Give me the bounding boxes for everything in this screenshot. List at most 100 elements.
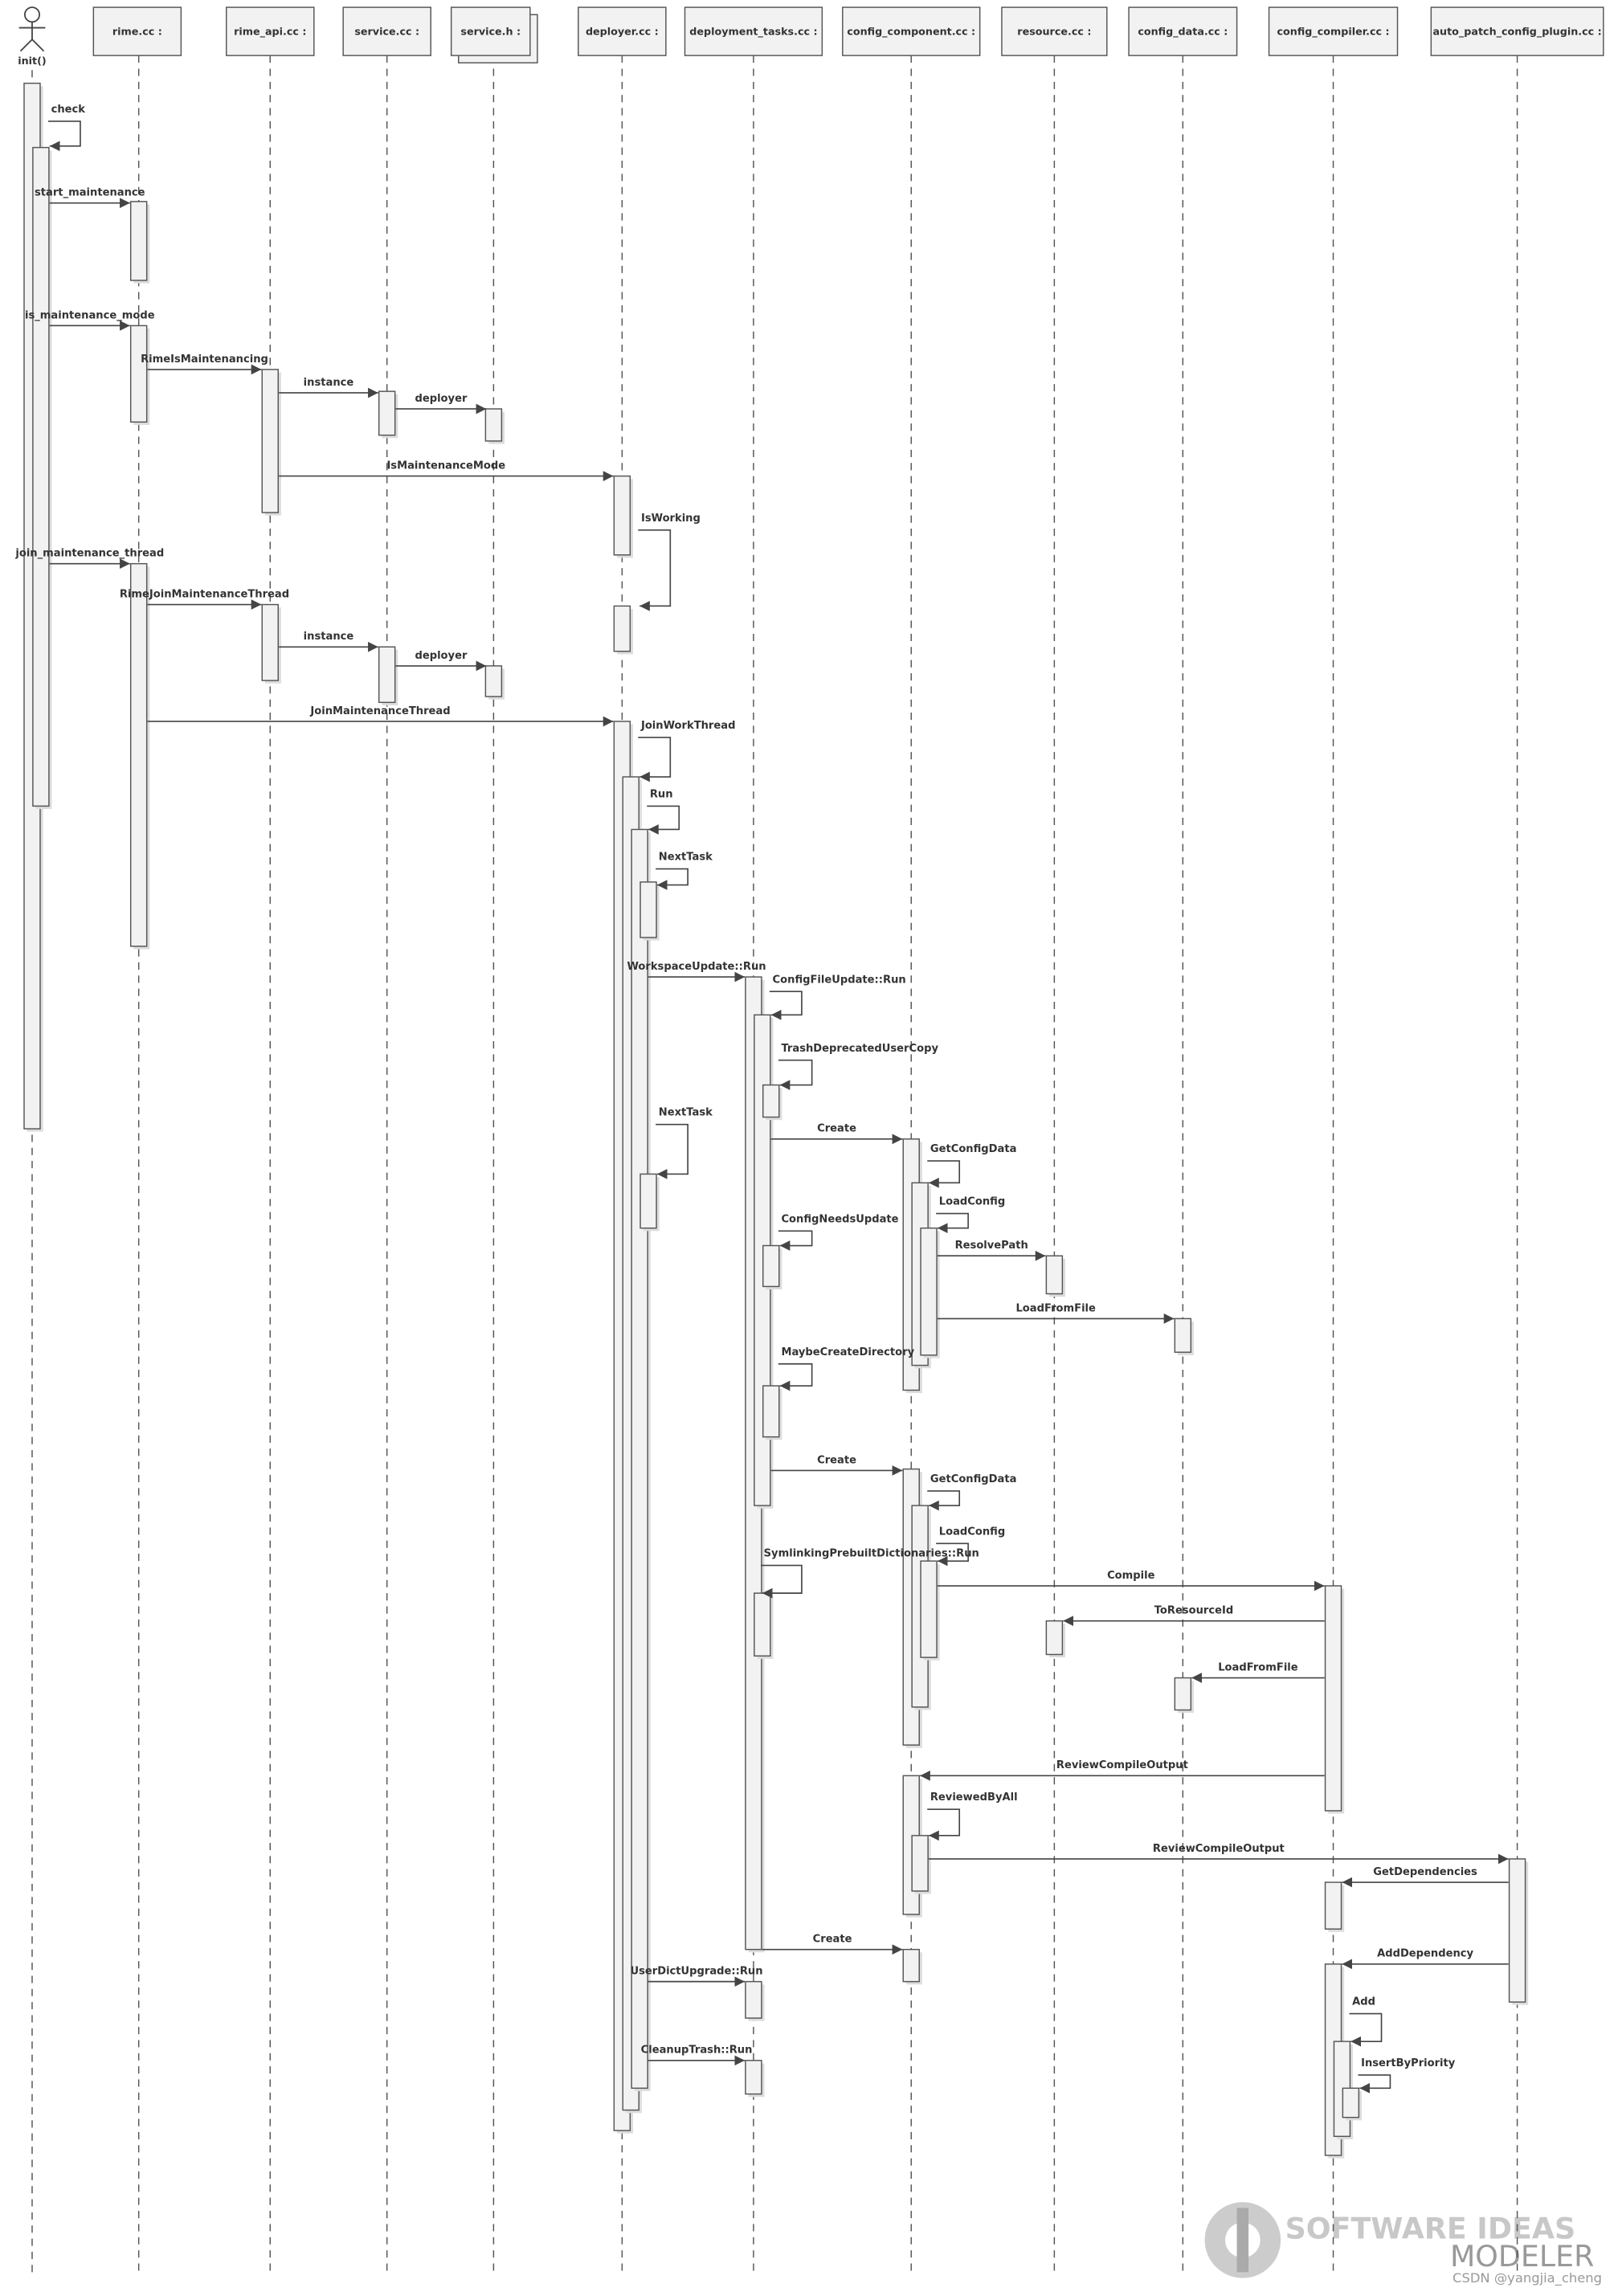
activation — [745, 1980, 762, 2019]
message-arrow — [927, 1160, 961, 1188]
message-arrow — [47, 121, 81, 152]
lifeline-label: service.cc : — [354, 26, 419, 38]
message-label: Add — [1352, 1996, 1375, 2008]
message-label: ReviewedByAll — [930, 1791, 1018, 1804]
activation — [1045, 1255, 1064, 1295]
message-arrow — [936, 1212, 969, 1234]
activation — [631, 828, 648, 2090]
lifeline-head — [342, 6, 431, 56]
message-label: JoinMaintenanceThread — [309, 705, 450, 717]
lifeline-head — [92, 6, 182, 56]
lifeline-label: resource.cc : — [1017, 26, 1091, 38]
lifeline-label: deployer.cc : — [586, 26, 659, 38]
actor-label: init() — [18, 55, 46, 67]
message-label: SymlinkingPrebuiltDictionaries::Run — [764, 1548, 979, 1560]
activation — [745, 2060, 762, 2095]
lifeline-head — [1001, 6, 1108, 56]
message-label: MaybeCreateDirectory — [781, 1346, 914, 1358]
activation — [1508, 1858, 1526, 2003]
message-label: LoadConfig — [939, 1196, 1005, 1208]
message-label: ConfigNeedsUpdate — [781, 1213, 898, 1225]
activation — [762, 1244, 780, 1288]
activation — [1324, 1881, 1342, 1930]
activation — [911, 1835, 929, 1892]
message-label: Compile — [1107, 1570, 1155, 1582]
lifeline-label: deployment_tasks.cc : — [689, 26, 817, 39]
message-label: LoadConfig — [939, 1526, 1005, 1538]
message-arrow — [1358, 2074, 1391, 2094]
message-label: RimeJoinMaintenanceThread — [120, 588, 289, 600]
message-label: start_maintenance — [35, 187, 145, 199]
lifeline-label: auto_patch_config_plugin.cc : — [1432, 26, 1601, 39]
lifeline-head — [450, 6, 531, 56]
message-label: check — [51, 104, 86, 116]
lifeline-label: service.h : — [460, 26, 521, 38]
activation — [639, 1173, 657, 1229]
lifeline-head — [684, 6, 823, 56]
message-label: AddDependency — [1377, 1948, 1473, 1960]
message-arrow — [778, 1362, 813, 1391]
message-arrow — [1349, 2012, 1383, 2047]
activation — [920, 1560, 938, 1658]
activation — [32, 146, 50, 807]
message-label: IsMaintenanceMode — [386, 460, 505, 472]
message-label: ReviewCompileOutput — [1056, 1759, 1188, 1771]
activation — [1174, 1318, 1192, 1353]
message-label: is_maintenance_mode — [25, 309, 155, 321]
message-label: deployer — [415, 393, 467, 405]
lifeline-head — [842, 6, 981, 56]
activation — [920, 1227, 938, 1356]
message-arrow — [778, 1059, 813, 1090]
message-label: GetConfigData — [930, 1473, 1017, 1485]
message-label: Create — [813, 1934, 852, 1946]
message-label: ConfigFileUpdate::Run — [773, 974, 906, 986]
activation — [378, 390, 396, 436]
message-label: LoadFromFile — [1015, 1302, 1096, 1314]
lifeline-label: rime_api.cc : — [234, 26, 306, 39]
activation — [754, 1592, 771, 1657]
message-label: TrashDeprecatedUserCopy — [781, 1043, 938, 1055]
activation — [378, 646, 396, 704]
message-label: Create — [817, 1123, 856, 1135]
message-arrow — [769, 991, 803, 1020]
message-label: GetConfigData — [930, 1143, 1017, 1155]
activation — [129, 201, 148, 281]
lifeline-label: config_component.cc : — [847, 26, 975, 39]
message-label: NextTask — [659, 852, 713, 864]
message-arrow — [761, 1564, 803, 1599]
activation — [762, 1084, 780, 1118]
message-label: RimeIsMaintenancing — [141, 353, 268, 366]
lifeline-head — [1128, 6, 1238, 56]
activation — [613, 475, 631, 556]
watermark: SOFTWARE IDEAS MODELER CSDN @yangjia_che… — [1204, 2202, 1602, 2286]
activation — [1324, 1585, 1342, 1812]
message-arrow — [927, 1808, 961, 1841]
message-label: ReviewCompileOutput — [1153, 1843, 1285, 1855]
activation — [613, 605, 631, 652]
message-label: instance — [304, 631, 354, 643]
message-arrow — [647, 805, 680, 835]
activation — [484, 408, 503, 442]
activation — [1174, 1677, 1192, 1711]
watermark-line2: MODELER — [1450, 2239, 1594, 2274]
message-label: CleanupTrash::Run — [641, 2045, 753, 2057]
message-label: JoinWorkThread — [640, 720, 735, 732]
message-label: IsWorking — [641, 513, 701, 525]
actor — [18, 6, 46, 52]
message-arrow — [927, 1490, 961, 1511]
activation — [129, 325, 148, 423]
message-label: deployer — [415, 650, 467, 662]
message-arrow — [638, 737, 672, 782]
message-label: instance — [304, 377, 354, 389]
message-arrow — [778, 1230, 813, 1251]
activation — [639, 881, 657, 938]
lifeline-label: config_compiler.cc : — [1277, 26, 1390, 39]
watermark-credit: CSDN @yangjia_cheng — [1453, 2270, 1602, 2286]
lifeline-label: rime.cc : — [112, 26, 162, 38]
message-label: WorkspaceUpdate::Run — [627, 961, 766, 973]
message-arrow — [656, 1123, 688, 1179]
message-label: join_maintenance_thread — [14, 548, 164, 560]
message-label: ResolvePath — [955, 1240, 1028, 1252]
activation — [484, 665, 503, 697]
